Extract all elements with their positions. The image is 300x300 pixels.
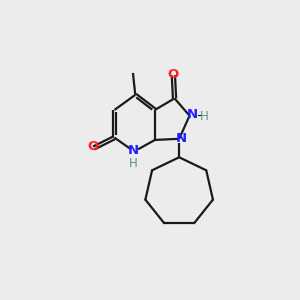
Text: H: H [129,157,137,169]
Text: N: N [128,144,139,157]
Text: N: N [186,108,197,121]
Text: O: O [168,68,179,81]
Text: H: H [200,110,208,123]
Text: N: N [176,132,187,145]
Text: O: O [87,140,98,153]
